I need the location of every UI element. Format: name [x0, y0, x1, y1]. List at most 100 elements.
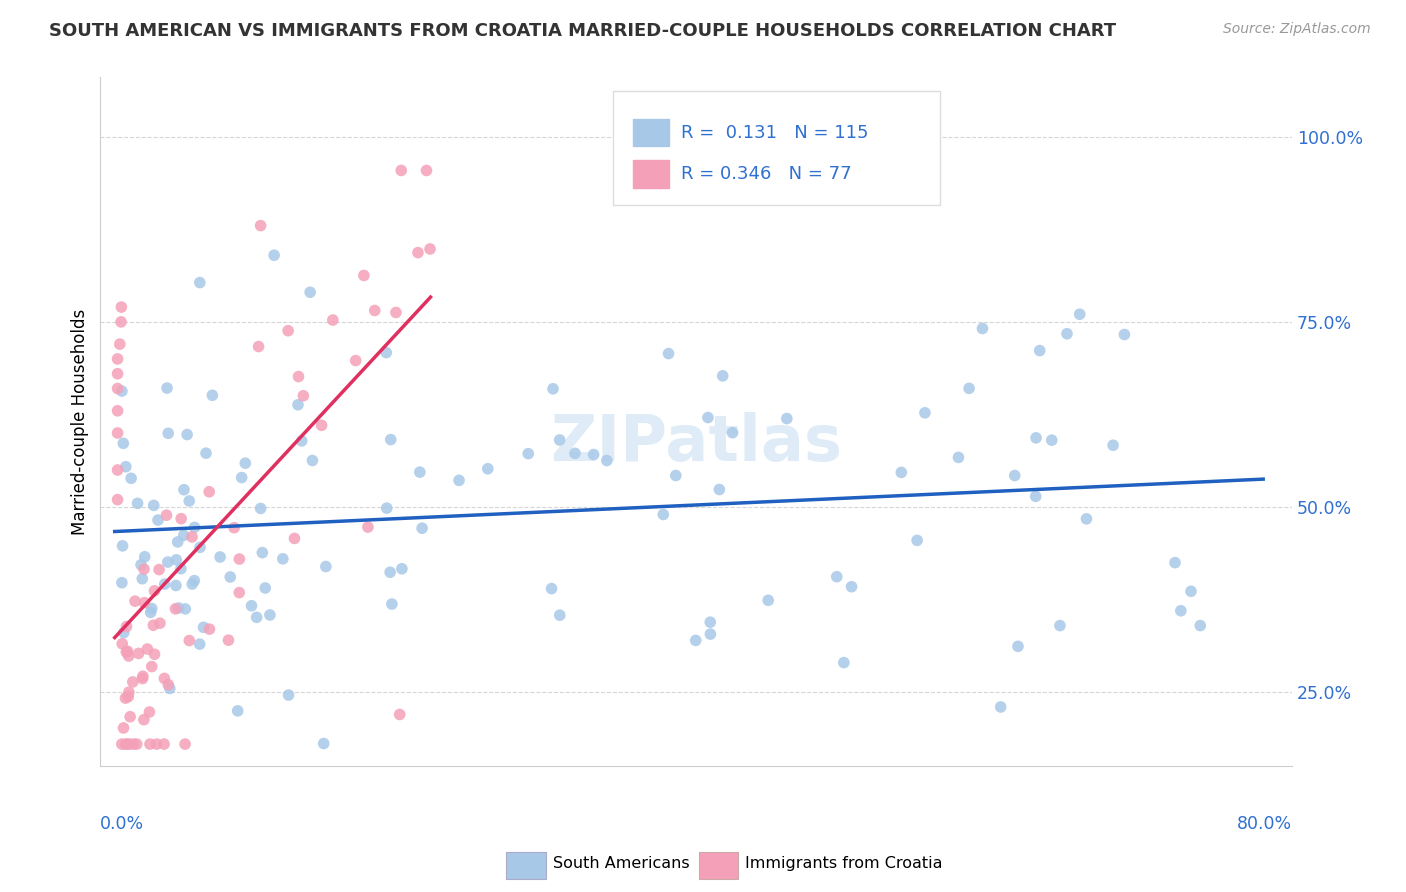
Point [1170, 604, 1192, 618]
Point [117, 644, 139, 658]
Point [776, 411, 799, 425]
Point [1189, 618, 1212, 632]
Point [1028, 343, 1050, 358]
Point [155, 508, 177, 523]
Point [143, 647, 166, 661]
Point [153, 737, 176, 751]
Point [111, 637, 134, 651]
Point [111, 575, 134, 590]
Point [176, 427, 198, 442]
Point [1114, 327, 1136, 342]
Point [118, 648, 141, 663]
Point [188, 541, 211, 555]
Point [166, 535, 188, 549]
Point [699, 615, 721, 630]
Point [381, 597, 404, 611]
Point [301, 453, 323, 467]
Text: SOUTH AMERICAN VS IMMIGRANTS FROM CROATIA MARRIED-COUPLE HOUSEHOLDS CORRELATION : SOUTH AMERICAN VS IMMIGRANTS FROM CROATI… [49, 22, 1116, 40]
Point [299, 285, 322, 300]
Point [890, 466, 912, 480]
Point [156, 555, 179, 569]
Point [107, 367, 129, 381]
Point [721, 425, 744, 440]
Point [183, 574, 205, 588]
Point [905, 533, 928, 548]
Point [120, 709, 142, 723]
Point [128, 647, 150, 661]
Point [263, 248, 285, 262]
Point [157, 678, 180, 692]
Point [990, 700, 1012, 714]
Point [118, 685, 141, 699]
Point [107, 492, 129, 507]
Point [110, 315, 132, 329]
Point [107, 404, 129, 418]
Point [125, 737, 148, 751]
Point [711, 368, 734, 383]
Point [173, 483, 195, 497]
Text: Source: ZipAtlas.com: Source: ZipAtlas.com [1223, 22, 1371, 37]
Y-axis label: Married-couple Households: Married-couple Households [72, 309, 89, 535]
Point [107, 351, 129, 366]
Point [322, 313, 344, 327]
Point [249, 501, 271, 516]
Point [209, 549, 232, 564]
Point [240, 599, 263, 613]
Point [142, 618, 165, 632]
Point [132, 562, 155, 576]
Point [1025, 489, 1047, 503]
Point [388, 707, 411, 722]
Point [841, 580, 863, 594]
Point [159, 681, 181, 696]
Point [111, 384, 134, 398]
Point [124, 594, 146, 608]
Point [111, 539, 134, 553]
Point [287, 398, 309, 412]
Point [292, 389, 315, 403]
Point [174, 737, 197, 751]
Point [228, 552, 250, 566]
Point [132, 713, 155, 727]
Point [948, 450, 970, 465]
Point [315, 559, 337, 574]
Point [170, 511, 193, 525]
Point [447, 474, 470, 488]
Text: 80.0%: 80.0% [1237, 814, 1292, 832]
Point [548, 433, 571, 447]
Point [112, 436, 135, 450]
Point [378, 566, 401, 580]
Point [117, 737, 139, 751]
Point [1025, 431, 1047, 445]
Point [228, 585, 250, 599]
Point [277, 324, 299, 338]
Point [115, 645, 138, 659]
Point [477, 462, 499, 476]
Point [118, 737, 141, 751]
Point [217, 633, 239, 648]
Point [110, 300, 132, 314]
Point [132, 669, 155, 683]
Point [249, 219, 271, 233]
Point [108, 337, 131, 351]
Point [271, 551, 294, 566]
Point [756, 593, 779, 607]
Point [143, 583, 166, 598]
Point [312, 737, 335, 751]
Point [224, 521, 246, 535]
Point [540, 582, 562, 596]
Point [195, 446, 218, 460]
Point [134, 549, 156, 564]
Point [173, 528, 195, 542]
Point [129, 558, 152, 572]
Point [115, 619, 138, 633]
Point [167, 601, 190, 615]
Point [148, 563, 170, 577]
Point [596, 453, 619, 467]
Point [957, 381, 980, 395]
Point [107, 463, 129, 477]
Point [657, 346, 679, 360]
Point [832, 656, 855, 670]
Text: 0.0%: 0.0% [100, 814, 145, 832]
Point [131, 672, 153, 686]
Point [972, 321, 994, 335]
